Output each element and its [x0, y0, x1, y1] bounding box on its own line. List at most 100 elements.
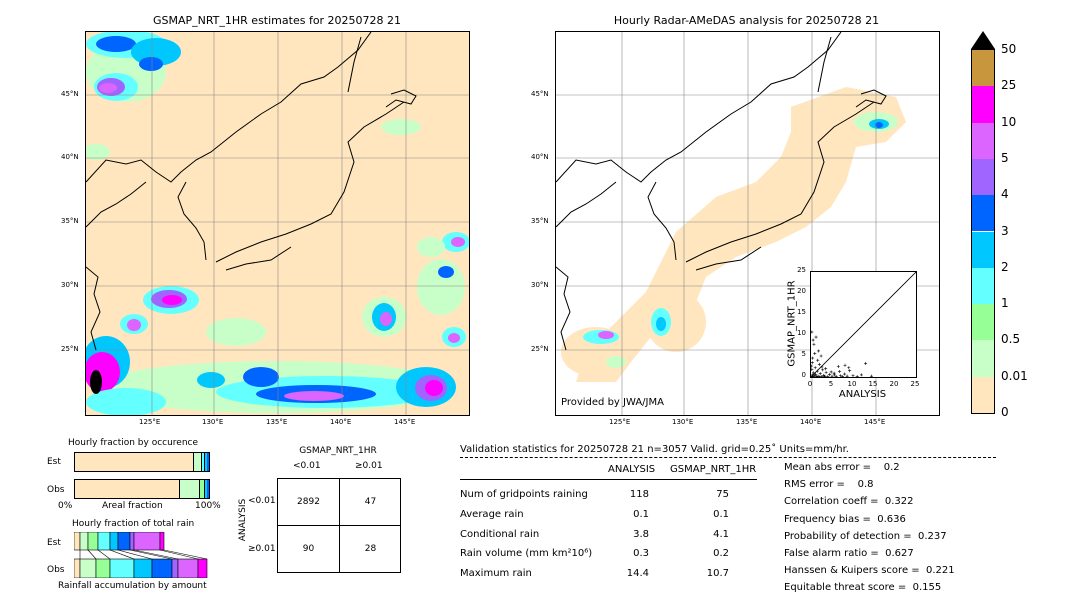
scatter-point: [824, 367, 828, 371]
validation-row-analysis: 0.1: [633, 509, 649, 520]
right-lat-label: 25°N: [531, 345, 549, 353]
scatter-point: [833, 373, 837, 377]
score-mae: Mean abs error = 0.2: [784, 462, 900, 473]
scatter-y-tick: 5: [801, 350, 806, 358]
left-lon-label: 140°E: [330, 418, 352, 426]
total-rain-bars: [73, 531, 208, 579]
scatter-point: [814, 372, 818, 376]
left-lat-label: 40°N: [61, 153, 79, 161]
left-lat-label: 35°N: [61, 217, 79, 225]
contingency-title: GSMAP_NRT_1HR: [299, 446, 377, 456]
right-lon-label: 130°E: [672, 418, 694, 426]
occurrence-row-obs: Obs: [47, 485, 65, 495]
left-lat-label: 45°N: [61, 90, 79, 98]
score-pod: Probability of detection = 0.237: [784, 531, 947, 542]
right-lon-label: 125°E: [609, 418, 631, 426]
left-lat-label: 25°N: [61, 345, 79, 353]
occurrence-axis-right: 100%: [195, 501, 221, 511]
scatter-point: [816, 358, 820, 362]
right-lon-label: 145°E: [864, 418, 886, 426]
colorbar-label: 50: [1001, 42, 1017, 56]
colorbar-segment: [972, 376, 994, 413]
coastlines: [86, 32, 417, 351]
scatter-point: [834, 375, 838, 379]
scatter-point: [826, 375, 830, 379]
score-hk: Hanssen & Kuipers score = 0.221: [784, 565, 955, 576]
right-lat-label: 40°N: [531, 153, 549, 161]
right-lon-label: 140°E: [800, 418, 822, 426]
contingency-row-ge: ≥0.01: [248, 544, 276, 554]
validation-col-analysis: ANALYSIS: [608, 464, 656, 475]
colorbar-label: 25: [1001, 78, 1017, 93]
score-far: False alarm ratio = 0.627: [784, 548, 914, 559]
scatter-point: [820, 365, 824, 369]
scatter-point: [817, 362, 821, 366]
colorbar-label: 1: [1001, 296, 1009, 311]
right-lon-label: 135°E: [736, 418, 758, 426]
scatter-point: [845, 374, 849, 378]
colorbar-label: 10: [1001, 114, 1017, 129]
left-lon-label: 130°E: [202, 418, 224, 426]
data-credit: Provided by JWA/JMA: [561, 397, 664, 408]
scatter-point: [855, 375, 859, 379]
total-rain-footer: Rainfall accumulation by amount: [58, 581, 207, 591]
right-lat-label: 35°N: [531, 217, 549, 225]
occurrence-bar-obs: [74, 479, 210, 499]
contingency-grid: 2892 47 90 28: [277, 478, 401, 573]
scatter-point: [859, 373, 863, 377]
validation-row-label: Num of gridpoints raining: [460, 489, 588, 500]
scatter-point: [814, 335, 818, 339]
validation-row-gsmap: 10.7: [706, 568, 729, 579]
scatter-x-label: ANALYSIS: [838, 389, 887, 400]
colorbar-label: 4: [1001, 187, 1009, 202]
total-rain-row-obs: Obs: [47, 565, 65, 575]
scatter-x-tick: 5: [828, 380, 834, 388]
scatter-y-tick: 0: [801, 371, 806, 379]
colorbar-label: 5: [1001, 150, 1009, 165]
scatter-point: [815, 369, 819, 373]
scatter-y-tick: 25: [797, 266, 806, 274]
contingency-col-lt: <0.01: [293, 461, 321, 471]
validation-header: Validation statistics for 20250728 21 n=…: [460, 444, 849, 455]
scatter-point: [827, 372, 831, 376]
scatter-point: [847, 366, 851, 370]
colorbar-segment: [972, 304, 994, 341]
scatter-point: [813, 366, 817, 370]
contingency-cell-yn: 90: [302, 544, 315, 554]
scatter-point: [818, 372, 822, 376]
rain-field: [86, 32, 469, 415]
scatter-point: [851, 374, 855, 378]
graticule: [86, 32, 469, 415]
validation-row-label: Conditional rain: [460, 529, 540, 540]
scatter-point: [819, 354, 823, 358]
validation-row-gsmap: 4.1: [713, 529, 729, 540]
colorbar: [971, 49, 995, 414]
scatter-point: [869, 374, 873, 378]
contingency-cell-ny: 47: [364, 497, 377, 507]
validation-row-label: Maximum rain: [460, 568, 532, 579]
validation-row-analysis: 118: [629, 489, 649, 500]
scatter-point: [810, 367, 814, 371]
scatter-point: [811, 338, 815, 342]
total-rain-row-est: Est: [47, 538, 61, 548]
scatter-point: [812, 342, 816, 346]
colorbar-segment: [972, 50, 994, 87]
colorbar-label: 3: [1001, 223, 1009, 238]
contingency-row-lt: <0.01: [248, 496, 276, 506]
total-rain-title: Hourly fraction of total rain: [72, 519, 195, 529]
scatter-y-label: GSMAP_NRT_1HR: [786, 280, 798, 367]
score-freq-bias: Frequency bias = 0.636: [784, 514, 906, 525]
validation-col-gsmap: GSMAP_NRT_1HR: [670, 464, 757, 475]
validation-row-gsmap: 0.1: [713, 509, 729, 520]
validation-row-analysis: 3.8: [633, 529, 649, 540]
contingency-row-axis: ANALYSIS: [238, 498, 248, 542]
occurrence-axis-left: 0%: [58, 501, 73, 511]
colorbar-label: 2: [1001, 259, 1009, 274]
scatter-point: [843, 363, 847, 367]
validation-divider: [460, 457, 996, 458]
colorbar-segment: [972, 158, 994, 196]
contingency-cell-nn: 2892: [297, 497, 320, 507]
scatter-x-tick: 10: [847, 380, 857, 388]
colorbar-segment: [972, 86, 994, 123]
scatter-point: [812, 371, 816, 375]
